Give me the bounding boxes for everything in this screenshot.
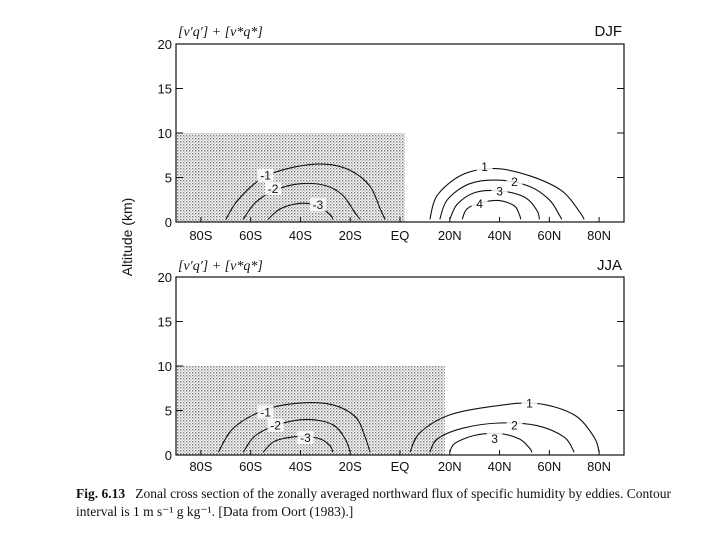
jja-x-tick-label: 40S [289, 459, 312, 474]
djf-contour-label: 2 [511, 175, 518, 189]
djf-x-tick-label: 60N [537, 228, 561, 243]
djf-contour-label-bg [309, 198, 326, 212]
djf-x-tick-label: 20N [438, 228, 462, 243]
jja-contour-label: 2 [511, 419, 518, 433]
djf-contour-label-bg [471, 197, 488, 211]
jja-contour-neg2 [242, 418, 351, 453]
djf-contour-label: 4 [476, 197, 483, 211]
djf-y-tick-label: 15 [158, 82, 172, 97]
djf-contour-label-bg [476, 159, 493, 173]
jja-contour-label-bg [506, 418, 523, 432]
djf-contour-pos1 [429, 168, 585, 220]
jja-y-tick-label: 5 [165, 404, 172, 419]
djf-contour-label-bg [491, 184, 508, 198]
jja-contour-label: -2 [270, 419, 281, 433]
djf-contour-label: -3 [313, 198, 324, 212]
jja-contour-pos2 [429, 422, 575, 453]
jja-contour-label: -1 [260, 405, 271, 419]
djf-x-tick-label: 60S [239, 228, 262, 243]
djf-y-tick-label: 10 [158, 126, 172, 141]
jja-season-label: JJA [597, 257, 622, 274]
djf-season-label: DJF [595, 23, 623, 40]
jja-x-tick-label: EQ [391, 459, 410, 474]
jja-contour-label: -3 [300, 431, 311, 445]
jja-contour-label: 1 [526, 396, 533, 410]
djf-contour-neg3 [267, 202, 334, 220]
djf-contour-pos4 [461, 199, 522, 220]
djf-x-tick-label: 40S [289, 228, 312, 243]
djf-contour-label-bg [257, 168, 274, 182]
djf-x-tick-label: EQ [391, 228, 410, 243]
djf-title: [v′q′] + [v*q*] [178, 25, 263, 40]
djf-y-tick-label: 0 [165, 215, 172, 230]
djf-contours: -1-2 -3 1 234 [225, 159, 585, 220]
jja-y-tick-label: 20 [158, 270, 172, 285]
figure-caption: Fig. 6.13 Zonal cross section of the zon… [76, 485, 706, 521]
jja-x-tick-label: 20N [438, 459, 462, 474]
djf-x-tick-label: 20S [339, 228, 362, 243]
djf-x-tick-label: 40N [488, 228, 512, 243]
djf-panel: -1-2 -3 1 234 0 5 10 15 20 80S 60S 40S 20S EQ 20N 40N 60… [158, 23, 625, 243]
jja-title: [v′q′] + [v*q*] [178, 259, 263, 274]
jja-x-tick-label: 80N [587, 459, 611, 474]
jja-contour-label-bg [521, 396, 538, 410]
jja-contours: -1-2 -3 123 [217, 396, 600, 453]
jja-x-tick-label: 40N [488, 459, 512, 474]
djf-contour-label: 1 [481, 160, 488, 174]
jja-x-tick-label: 60S [239, 459, 262, 474]
caption-figure-number: Fig. 6.13 [76, 486, 126, 501]
jja-x-tick-label: 20S [339, 459, 362, 474]
djf-contour-label: -2 [268, 182, 279, 196]
jja-y-tick-label: 10 [158, 359, 172, 374]
jja-x-tick-label: 60N [537, 459, 561, 474]
djf-contour-label-bg [506, 174, 523, 188]
jja-contour-label: 3 [491, 432, 498, 446]
jja-contour-label-bg [297, 431, 314, 445]
caption-text: Zonal cross section of the zonally avera… [76, 486, 671, 519]
jja-contour-label-bg [257, 405, 274, 419]
djf-contour-label: -1 [260, 169, 271, 183]
jja-contour-pos1 [409, 402, 600, 453]
jja-x-tick-label: 80S [189, 459, 212, 474]
jja-contour-label-bg [486, 431, 503, 445]
jja-contour-label-bg [267, 418, 284, 432]
djf-x-tick-label: 80S [189, 228, 212, 243]
jja-panel: -1-2 -3 123 0 5 10 15 20 80S 60S 40S 20S EQ 20N 40N 60N… [158, 257, 625, 474]
y-axis-label: Altitude (km) [119, 198, 135, 277]
djf-contour-label-bg [265, 182, 282, 196]
djf-contour-label: 3 [496, 185, 503, 199]
djf-y-tick-label: 5 [165, 171, 172, 186]
jja-y-tick-label: 15 [158, 315, 172, 330]
djf-contour-neg1 [225, 163, 386, 220]
djf-contour-neg2 [242, 182, 361, 220]
jja-contour-neg1 [217, 402, 371, 453]
jja-y-tick-label: 0 [165, 448, 172, 463]
djf-x-tick-label: 80N [587, 228, 611, 243]
djf-y-tick-label: 20 [158, 37, 172, 52]
djf-negative-region [176, 133, 405, 222]
